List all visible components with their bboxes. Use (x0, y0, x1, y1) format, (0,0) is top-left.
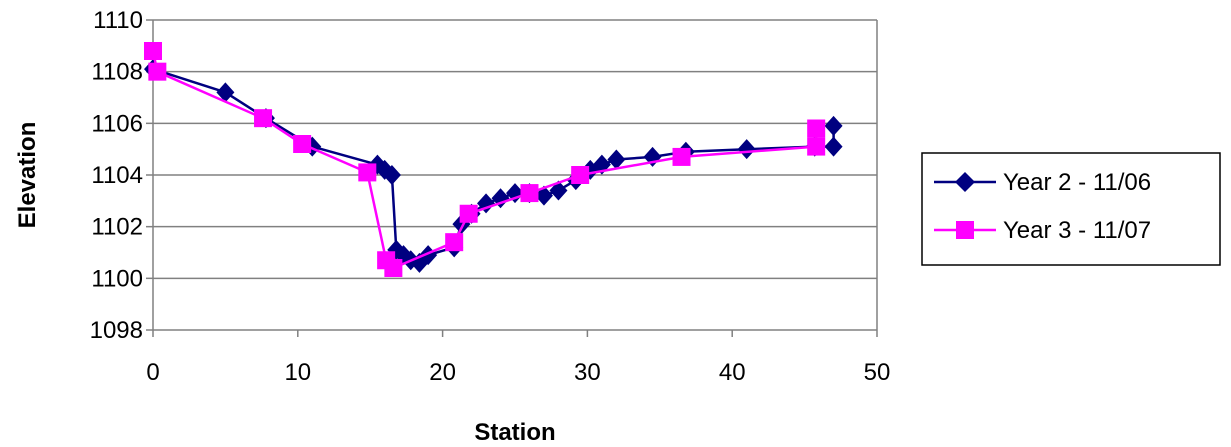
data-point (384, 259, 403, 277)
x-tick-labels: 0 10 20 30 40 50 (146, 359, 890, 386)
legend-label-year2: Year 2 - 11/06 (1003, 169, 1151, 196)
x-tick-label: 30 (574, 359, 601, 386)
data-point (737, 139, 756, 160)
data-point (144, 42, 162, 60)
data-point (807, 137, 826, 156)
data-point (824, 136, 843, 157)
data-point (394, 245, 413, 266)
data-point (807, 119, 826, 138)
axes (146, 19, 878, 337)
series-layer (144, 42, 843, 277)
data-point (382, 165, 401, 185)
y-axis-title: Elevation (14, 122, 41, 229)
data-point (520, 184, 539, 203)
y-tick-label: 1100 (91, 265, 143, 292)
x-tick-label: 0 (146, 359, 159, 386)
data-point (358, 163, 377, 182)
data-point (459, 204, 478, 223)
x-tick-label: 20 (429, 359, 456, 386)
legend-marker-year2 (955, 172, 975, 192)
data-point (672, 147, 691, 166)
y-tick-label: 1106 (91, 110, 143, 137)
y-tick-label: 1110 (93, 7, 143, 34)
x-tick-label: 40 (719, 359, 746, 386)
data-point (445, 233, 464, 252)
data-point (506, 183, 524, 204)
x-tick-label: 50 (864, 359, 891, 386)
data-point (216, 82, 235, 103)
x-tick-label: 10 (284, 359, 311, 386)
legend-frame (921, 152, 1221, 266)
legend: Year 2 - 11/06 Year 3 - 11/07 (921, 152, 1221, 266)
legend-marker-year3 (956, 221, 974, 239)
plot-area: 1098 1100 1102 1104 1106 1108 1110 0 10 20 30 40 50 (90, 7, 891, 386)
data-point (148, 62, 167, 81)
x-axis-title: Station (474, 419, 555, 446)
data-point (254, 109, 273, 128)
legend-entry-year2: Year 2 - 11/06 (934, 169, 1151, 196)
y-tick-label: 1108 (91, 59, 143, 86)
y-tick-label: 1104 (91, 162, 143, 189)
legend-entry-year3: Year 3 - 11/07 (934, 217, 1151, 244)
series-2 (144, 42, 826, 277)
y-tick-label: 1098 (90, 317, 143, 344)
legend-label-year3: Year 3 - 11/07 (1003, 217, 1151, 244)
y-tick-label: 1102 (91, 214, 143, 241)
y-tick-labels: 1098 1100 1102 1104 1106 1108 1110 (90, 7, 143, 344)
data-point (824, 115, 843, 136)
data-point (571, 166, 590, 184)
data-point (293, 135, 312, 153)
data-point (607, 149, 626, 170)
